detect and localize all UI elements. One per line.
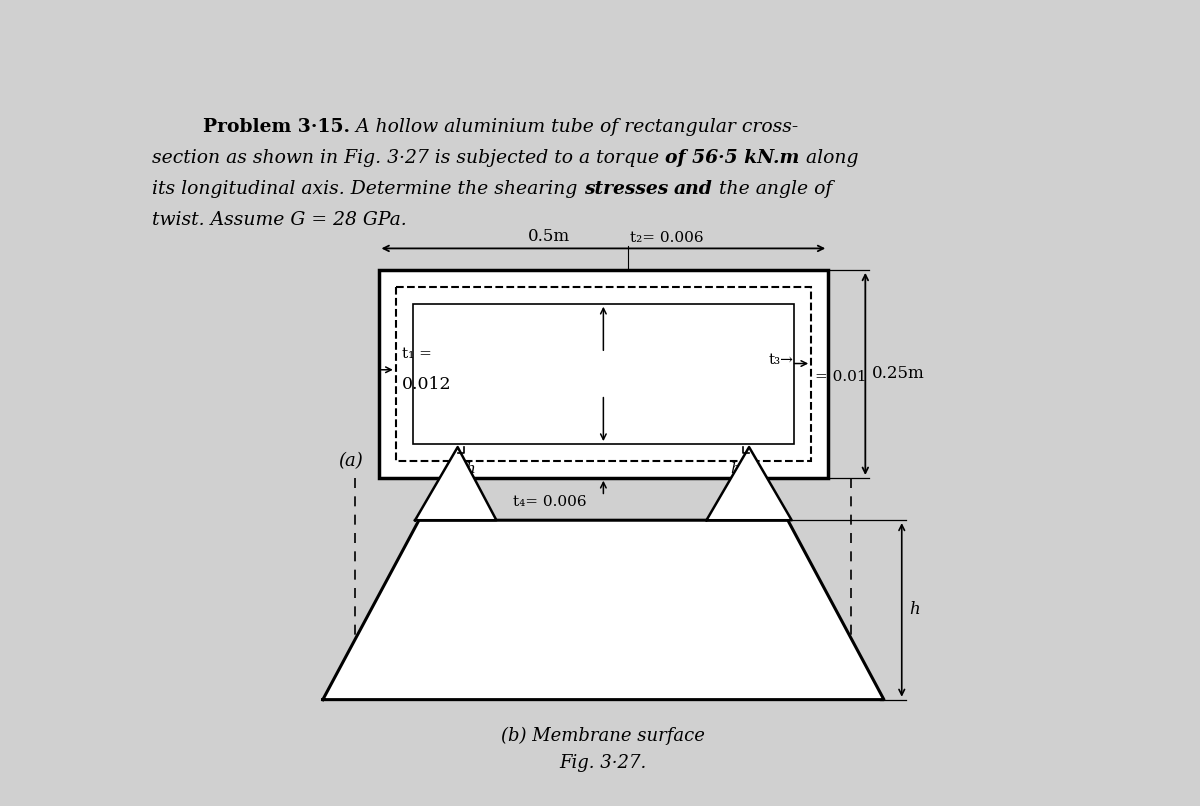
- Text: t₄= 0.006: t₄= 0.006: [514, 495, 587, 509]
- Bar: [413, 304, 794, 444]
- Text: Fig. 3·27.: Fig. 3·27.: [559, 754, 647, 771]
- Text: t₃→: t₃→: [768, 353, 793, 367]
- Text: 0.012: 0.012: [402, 376, 451, 393]
- Text: of 56·5 kN.m: of 56·5 kN.m: [666, 149, 800, 167]
- Text: t₃: t₃: [762, 499, 774, 513]
- Text: and: and: [674, 180, 713, 198]
- Text: t₁: t₁: [428, 499, 440, 513]
- Text: of rectangular cross-: of rectangular cross-: [600, 118, 798, 136]
- Text: section as shown in Fig. 3·27 is subjected to a torque: section as shown in Fig. 3·27 is subject…: [152, 149, 666, 167]
- Text: t₂= 0.006: t₂= 0.006: [630, 231, 704, 245]
- Polygon shape: [323, 520, 884, 700]
- Text: 0.25m: 0.25m: [871, 365, 924, 382]
- Bar: [396, 287, 811, 461]
- Text: h: h: [910, 601, 920, 618]
- Text: twist. Assume G = 28 GPa.: twist. Assume G = 28 GPa.: [152, 210, 407, 229]
- Text: 0.5m: 0.5m: [528, 228, 570, 245]
- Text: (a): (a): [338, 452, 364, 470]
- Text: t₁ =: t₁ =: [402, 347, 432, 360]
- Text: Problem 3·15.: Problem 3·15.: [203, 118, 349, 136]
- Text: A hollow aluminium tube: A hollow aluminium tube: [349, 118, 600, 136]
- Text: its longitudinal axis. Determine the shearing: its longitudinal axis. Determine the she…: [152, 180, 583, 198]
- Polygon shape: [415, 447, 497, 520]
- Text: stresses: stresses: [583, 180, 668, 198]
- Text: h: h: [466, 463, 475, 476]
- Text: (b) Membrane surface: (b) Membrane surface: [502, 726, 706, 745]
- Polygon shape: [707, 447, 792, 520]
- Text: h: h: [730, 463, 739, 476]
- Text: the angle of: the angle of: [713, 180, 833, 198]
- Bar: [379, 270, 828, 478]
- Text: along: along: [800, 149, 858, 167]
- Text: = 0.01: = 0.01: [815, 370, 866, 384]
